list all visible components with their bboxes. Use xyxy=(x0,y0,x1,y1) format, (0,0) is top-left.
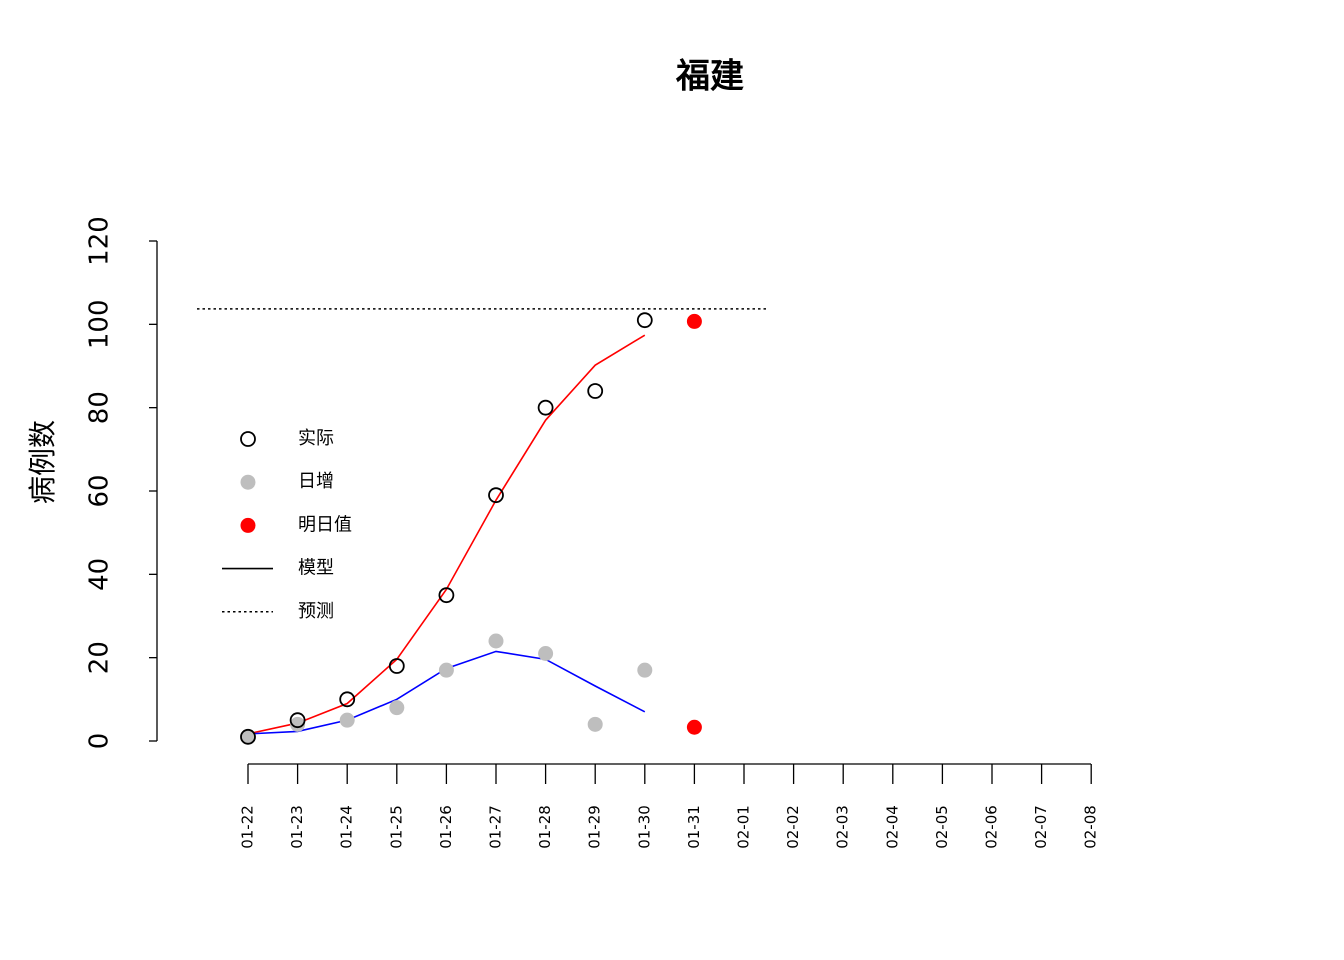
x-tick-label: 01-25 xyxy=(387,805,405,849)
actual-point xyxy=(289,712,306,729)
point xyxy=(290,716,306,732)
x-tick-label: 01-30 xyxy=(635,805,653,849)
x-tick-label: 02-07 xyxy=(1032,805,1050,849)
chart-title: 福建 xyxy=(675,57,744,97)
legend-marker xyxy=(240,431,256,447)
point xyxy=(438,662,454,678)
x-tick-label: 02-02 xyxy=(784,805,802,849)
actual-point xyxy=(388,658,405,674)
actual-point xyxy=(240,728,256,745)
legend-label: 明日值 xyxy=(298,514,352,535)
point xyxy=(637,662,653,678)
x-tick-label: 01-23 xyxy=(288,805,306,849)
x-tick-label: 01-29 xyxy=(586,805,604,849)
legend-label: 预测 xyxy=(298,601,334,622)
actual-point xyxy=(438,587,455,604)
point xyxy=(587,716,603,732)
actual-point xyxy=(339,691,356,708)
x-tick-label: 01-26 xyxy=(437,805,455,849)
point xyxy=(686,719,702,735)
x-tick-label: 02-03 xyxy=(834,805,852,849)
legend-marker xyxy=(240,517,256,533)
actual-point xyxy=(488,487,504,504)
y-tick-label: 80 xyxy=(85,391,115,424)
actual-point xyxy=(587,383,604,399)
actual-point xyxy=(537,399,554,416)
y-tick-label: 120 xyxy=(85,216,115,266)
x-tick-label: 02-01 xyxy=(735,805,753,849)
y-tick-label: 100 xyxy=(85,300,115,350)
legend-marker xyxy=(240,474,256,490)
legend-label: 实际 xyxy=(298,428,334,449)
y-tick-label: 0 xyxy=(85,733,115,750)
point xyxy=(389,700,405,716)
x-tick-label: 02-08 xyxy=(1082,805,1100,849)
point xyxy=(339,712,355,728)
y-axis-label: 病例数 xyxy=(26,420,59,504)
x-tick-label: 01-28 xyxy=(536,805,554,849)
x-tick-label: 01-31 xyxy=(685,805,703,849)
x-tick-label: 02-05 xyxy=(933,805,951,849)
actual-point xyxy=(636,312,653,329)
y-tick-label: 60 xyxy=(85,474,115,507)
point xyxy=(240,729,256,745)
x-tick-label: 01-24 xyxy=(338,805,356,849)
point xyxy=(488,633,504,649)
x-tick-label: 02-06 xyxy=(983,805,1001,849)
legend-label: 模型 xyxy=(298,558,334,579)
x-tick-label: 01-22 xyxy=(239,805,257,849)
y-tick-label: 20 xyxy=(85,641,115,674)
model-line xyxy=(247,334,646,735)
x-tick-label: 01-27 xyxy=(487,805,505,849)
point xyxy=(686,313,702,329)
x-tick-label: 02-04 xyxy=(883,805,901,849)
y-tick-label: 40 xyxy=(85,558,115,591)
legend-label: 日增 xyxy=(298,471,334,492)
point xyxy=(538,646,554,661)
